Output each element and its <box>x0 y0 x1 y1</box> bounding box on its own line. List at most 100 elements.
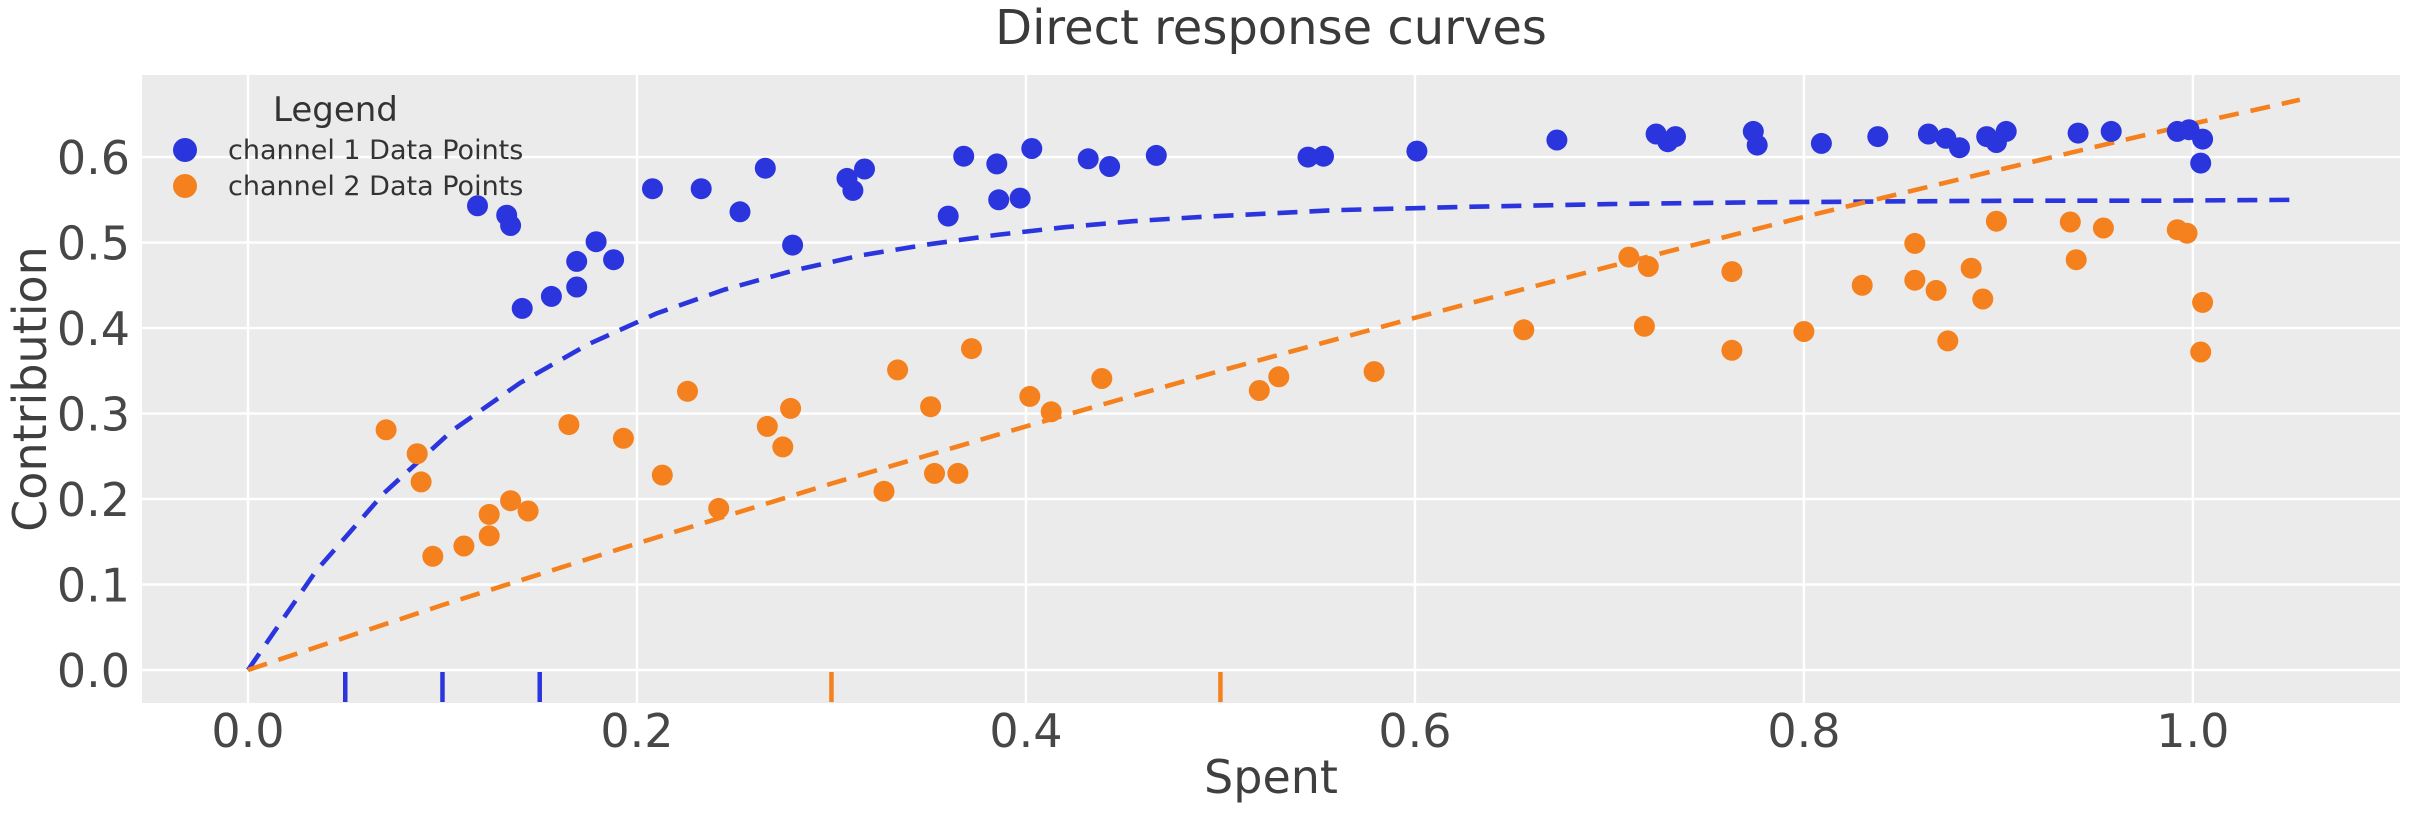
channel-2-Data-Points-point <box>651 464 673 486</box>
channel-2-Data-Points-point <box>410 471 432 493</box>
channel-2-Data-Points-point <box>2092 217 2114 239</box>
channel-1-Data-Points-point <box>2190 152 2212 174</box>
channel-1-Data-Points-point <box>1949 137 1970 159</box>
channel-2-Data-Points-point <box>1937 330 1959 352</box>
x-axis-label: Spent <box>1204 750 1338 804</box>
channel-2-Data-Points-point <box>558 414 580 436</box>
channel-2-Data-Points-point <box>1793 321 1815 342</box>
channel-1-Data-Points-point <box>1009 187 1031 209</box>
channel-2-Data-Points-point <box>1248 380 1270 401</box>
legend-item-channel-2: channel 2 Data Points <box>173 171 523 202</box>
channel-2-Data-Points-point <box>2176 222 2198 244</box>
channel-1-Data-Points-point <box>511 297 533 319</box>
channel-2-Data-Points-point <box>1904 232 1926 254</box>
y-axis-label: Contribution <box>3 246 57 532</box>
channel-1-Data-Points-point <box>500 215 522 236</box>
channel-1-Data-Points-point <box>1995 120 2017 142</box>
channel-1-Data-Points-point <box>937 205 959 227</box>
x-tick-label: 0.6 <box>1378 704 1451 758</box>
channel-1-marker-icon <box>173 138 197 162</box>
channel-2-Data-Points-point <box>375 419 397 441</box>
channel-1-Data-Points-point <box>729 201 751 223</box>
channel-2-Data-Points-point <box>1019 385 1041 407</box>
channel-1-Data-Points-point <box>1810 132 1832 154</box>
tick-labels-layer: 0.0 0.2 0.4 0.6 0.8 1.0 0.0 0.1 0.2 0.3 0.4 0.5 0.6 <box>57 131 2230 758</box>
channel-1-Data-Points-point <box>1746 134 1768 156</box>
plot-background <box>142 75 2400 703</box>
channel-2-Data-Points-point <box>1721 261 1743 283</box>
response-curves-layer <box>246 97 2301 673</box>
channel-1-Data-Points-point <box>754 157 776 179</box>
channel-2-Data-Points-point <box>780 397 802 419</box>
channel-2-Data-Points-point <box>772 436 794 458</box>
channel-2-Data-Points-point <box>500 490 522 512</box>
plot-background-layer <box>142 75 2400 703</box>
channel-1-Data-Points-point <box>1297 146 1319 168</box>
channel-2-Data-Points-point <box>947 462 969 484</box>
channel-1-Data-Points-point <box>842 179 864 201</box>
y-tick-label: 0.3 <box>57 388 130 442</box>
gridlines-layer <box>142 75 2400 703</box>
legend-item-label: channel 1 Data Points <box>228 135 523 166</box>
channel-2-Data-Points-point <box>961 338 982 360</box>
legend: Legend channel 1 Data Points channel 2 D… <box>173 90 523 202</box>
y-tick-label: 0.4 <box>57 302 130 356</box>
channel-1-Data-Points-point <box>603 249 625 271</box>
channel-2-Data-Points-point <box>756 415 778 437</box>
channel-1-Data-Points-point <box>1867 126 1889 148</box>
legend-item-label: channel 2 Data Points <box>228 171 523 202</box>
channel-1-Data-Points-point <box>1665 126 1686 148</box>
channel-1-Data-Points-point <box>988 189 1010 211</box>
channel-1-Data-Points-point <box>540 285 562 307</box>
channel-1-Data-Points-point <box>2192 128 2214 150</box>
channel-1-Data-Points-point <box>1099 156 1121 177</box>
channel-2-Data-Points-point <box>2065 249 2087 271</box>
channel-2-Data-Points-point <box>708 497 730 519</box>
channel-2-Data-Points-point <box>1721 339 1743 361</box>
channel-2-Data-Points-point <box>920 396 942 418</box>
channel-2-Data-Points-point <box>478 503 500 525</box>
channel-2-Data-Points-point <box>406 443 428 465</box>
channel-2-Data-Points-point <box>924 462 945 484</box>
y-tick-label: 0.2 <box>57 473 130 527</box>
chart-title: Direct response curves <box>995 0 1547 56</box>
channel-1-Data-Points-point <box>1546 129 1568 151</box>
channel-2-Data-Points-point <box>1925 279 1947 301</box>
channel-2-Data-Points-point <box>1972 288 1994 310</box>
channel-2-Data-Points-point <box>478 525 500 547</box>
channel-2-Data-Points-point <box>517 500 539 522</box>
y-tick-label: 0.5 <box>57 217 130 271</box>
x-tick-label: 0.0 <box>211 704 284 758</box>
channel-1-Data-Points-point <box>1313 145 1334 167</box>
channel-2-marker-icon <box>173 174 197 198</box>
channel-1-Data-Points-point <box>1077 148 1099 170</box>
channel-2-Data-Points-point <box>1040 401 1062 423</box>
channel-1-Data-Points-point <box>2067 122 2089 144</box>
channel-1-Data-Points-point <box>1406 140 1428 162</box>
channel-1-Data-Points-point <box>986 153 1008 175</box>
channel-1-Data-Points-point <box>1917 123 1939 145</box>
y-tick-label: 0.0 <box>57 644 130 698</box>
x-tick-label: 0.4 <box>989 704 1062 758</box>
channel-2-Data-Points-point <box>1633 315 1655 337</box>
legend-title: Legend <box>273 90 398 130</box>
channel-1-Data-Points-point <box>642 178 663 200</box>
channel-1-Data-Points-point <box>953 145 975 167</box>
scatter-points-layer <box>375 119 2214 567</box>
x-tick-label: 0.8 <box>1767 704 1840 758</box>
channel-1-Data-Points-point <box>585 231 607 253</box>
channel-2-Data-Points-point <box>612 427 634 449</box>
channel-1-Data-Points-point <box>854 158 875 180</box>
channel-1-Data-Points-point <box>566 250 588 272</box>
channel-2-Data-Points-point <box>2059 211 2081 233</box>
channel-2-Data-Points-point <box>1618 246 1640 268</box>
channel-1-Data-Points-point <box>2100 120 2122 142</box>
channel-2-Data-Points-point <box>1363 361 1385 383</box>
channel-2-Data-Points-point <box>887 359 909 381</box>
channel-1-Data-Points-point <box>1145 144 1167 166</box>
channel-1-Data-Points-point <box>782 234 804 256</box>
channel-2-Data-Points-point <box>1091 368 1113 389</box>
legend-item-channel-1: channel 1 Data Points <box>173 135 523 166</box>
